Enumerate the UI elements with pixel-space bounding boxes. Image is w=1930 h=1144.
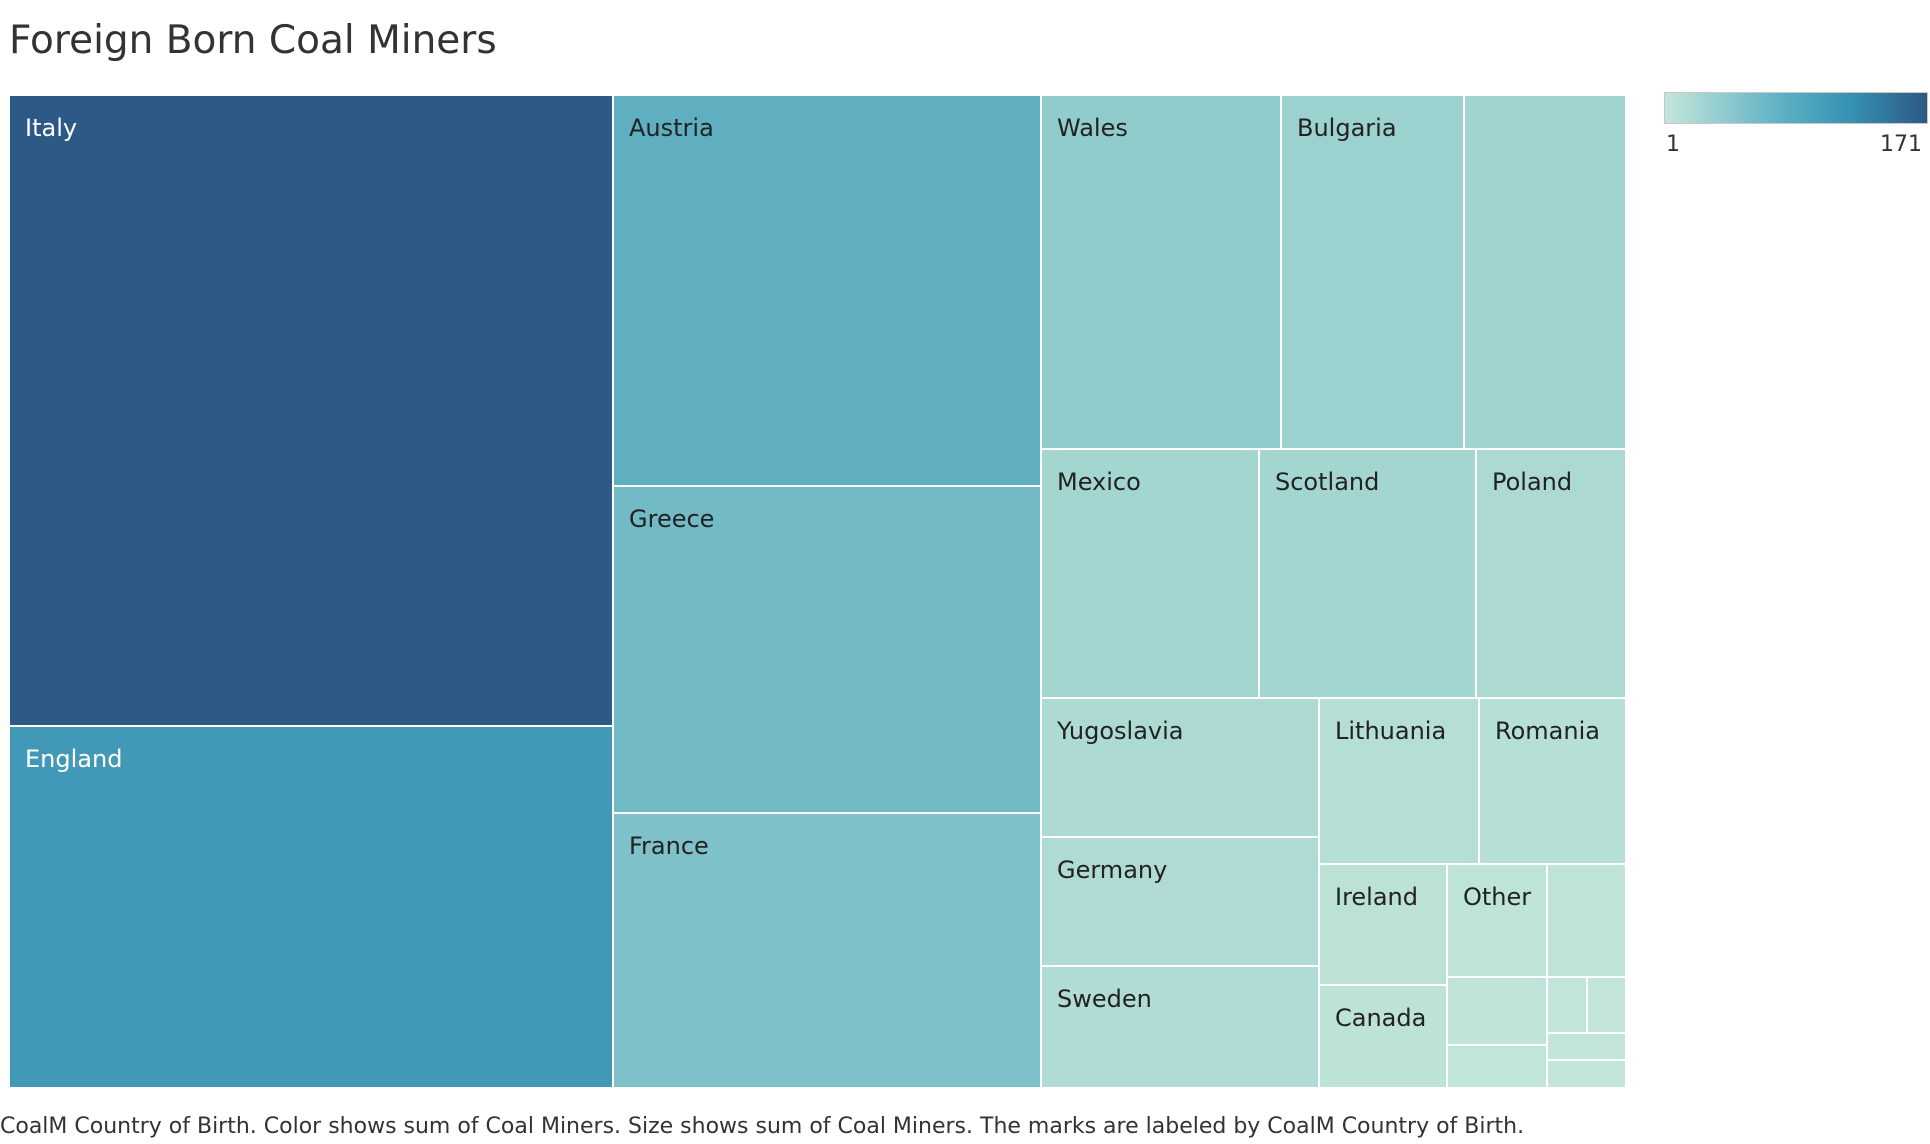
tile-label: Ireland xyxy=(1335,883,1418,911)
treemap-tile[interactable] xyxy=(1546,863,1627,978)
tile-ireland[interactable]: Ireland xyxy=(1318,863,1448,986)
color-legend-gradient xyxy=(1664,92,1928,124)
tile-scotland[interactable]: Scotland xyxy=(1258,448,1477,699)
treemap-tile[interactable] xyxy=(8,94,614,727)
tile-england[interactable]: England xyxy=(8,725,614,1089)
treemap-tile[interactable] xyxy=(1446,1044,1548,1089)
chart-title: Foreign Born Coal Miners xyxy=(9,18,497,63)
tile-unlabeled-24[interactable] xyxy=(1546,1032,1627,1061)
tile-unlabeled-23[interactable] xyxy=(1586,976,1627,1034)
treemap-tile[interactable] xyxy=(1318,984,1448,1089)
tile-label: Bulgaria xyxy=(1297,114,1397,142)
tile-label: Greece xyxy=(629,505,714,533)
tile-greece[interactable]: Greece xyxy=(612,485,1042,814)
tile-unlabeled-19[interactable] xyxy=(1546,863,1627,978)
tile-mexico[interactable]: Mexico xyxy=(1040,448,1260,699)
treemap-tile[interactable] xyxy=(1040,965,1320,1089)
treemap-tile[interactable] xyxy=(612,812,1042,1089)
tile-label: Canada xyxy=(1335,1004,1426,1032)
tile-unlabeled-22[interactable] xyxy=(1546,976,1588,1034)
treemap-tile[interactable] xyxy=(1446,976,1548,1046)
treemap-tile[interactable] xyxy=(1258,448,1477,699)
tile-austria[interactable]: Austria xyxy=(612,94,1042,487)
treemap-tile[interactable] xyxy=(1318,863,1448,986)
tile-lithuania[interactable]: Lithuania xyxy=(1318,697,1480,865)
treemap-tile[interactable] xyxy=(1546,1059,1627,1089)
tile-label: Wales xyxy=(1057,114,1128,142)
legend-min-label: 1 xyxy=(1666,132,1680,157)
tile-unlabeled-20[interactable] xyxy=(1446,976,1548,1046)
tile-unlabeled-25[interactable] xyxy=(1546,1059,1627,1089)
color-legend: 1 171 xyxy=(1664,92,1930,162)
treemap-tile[interactable] xyxy=(1586,976,1627,1034)
tile-label: Romania xyxy=(1495,717,1600,745)
tile-label: Scotland xyxy=(1275,468,1379,496)
treemap-tile[interactable] xyxy=(1478,697,1627,865)
tile-label: Mexico xyxy=(1057,468,1141,496)
tile-label: Austria xyxy=(629,114,714,142)
treemap-tile[interactable] xyxy=(1040,448,1260,699)
tile-unlabeled-21[interactable] xyxy=(1446,1044,1548,1089)
tile-sweden[interactable]: Sweden xyxy=(1040,965,1320,1089)
treemap-tile[interactable] xyxy=(1475,448,1627,699)
tile-label: Poland xyxy=(1492,468,1572,496)
tile-poland[interactable]: Poland xyxy=(1475,448,1627,699)
tile-canada[interactable]: Canada xyxy=(1318,984,1448,1089)
tile-yugoslavia[interactable]: Yugoslavia xyxy=(1040,697,1320,838)
tile-label: France xyxy=(629,832,709,860)
tile-label: Sweden xyxy=(1057,985,1152,1013)
tile-label: Other xyxy=(1463,883,1531,911)
tile-unlabeled-7[interactable] xyxy=(1463,94,1627,450)
tile-label: Germany xyxy=(1057,856,1167,884)
chart-caption: CoalM Country of Birth. Color shows sum … xyxy=(0,1114,1525,1139)
treemap-tile[interactable] xyxy=(1280,94,1465,450)
tile-label: Italy xyxy=(25,114,77,142)
tile-germany[interactable]: Germany xyxy=(1040,836,1320,967)
tile-other[interactable]: Other xyxy=(1446,863,1548,978)
treemap-tile[interactable] xyxy=(1546,1032,1627,1061)
tile-italy[interactable]: Italy xyxy=(8,94,614,727)
treemap-tile[interactable] xyxy=(612,485,1042,814)
treemap-tile[interactable] xyxy=(1446,863,1548,978)
tile-bulgaria[interactable]: Bulgaria xyxy=(1280,94,1465,450)
treemap-tile[interactable] xyxy=(612,94,1042,487)
treemap-tile[interactable] xyxy=(1546,976,1588,1034)
legend-max-label: 171 xyxy=(1880,132,1922,157)
treemap-tile[interactable] xyxy=(1463,94,1627,450)
tile-label: Lithuania xyxy=(1335,717,1446,745)
tile-label: England xyxy=(25,745,122,773)
treemap-tile[interactable] xyxy=(1318,697,1480,865)
tile-france[interactable]: France xyxy=(612,812,1042,1089)
treemap-tile[interactable] xyxy=(8,725,614,1089)
tile-wales[interactable]: Wales xyxy=(1040,94,1282,450)
treemap-chart: Italy England Austria Greece France Wales Bulg… xyxy=(8,94,1627,1089)
tile-label: Yugoslavia xyxy=(1056,717,1184,745)
tile-romania[interactable]: Romania xyxy=(1478,697,1627,865)
treemap-tile[interactable] xyxy=(1040,94,1282,450)
